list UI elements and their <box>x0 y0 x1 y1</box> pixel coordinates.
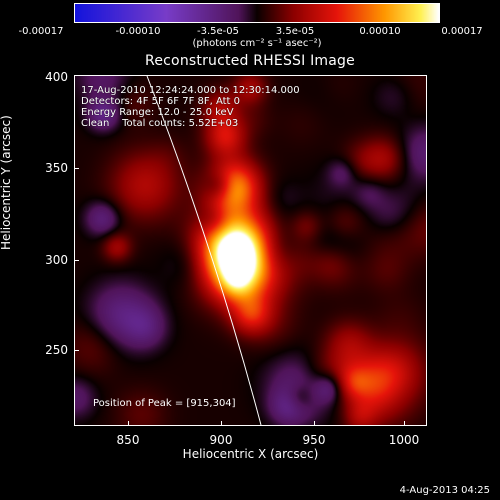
colorbar <box>74 3 440 23</box>
annotation-energy-range: Energy Range: 12.0 - 25.0 keV <box>81 107 234 118</box>
annotation-detectors: Detectors: 4F 5F 6F 7F 8F, Att 0 <box>81 96 241 107</box>
colorbar-tick-2: -0.00010 <box>115 26 161 37</box>
image-plot: 17-Aug-2010 12:24:24.000 to 12:30:14.000… <box>74 75 427 426</box>
y-tickmark-300 <box>74 260 79 261</box>
x-axis-label: Heliocentric X (arcsec) <box>182 447 319 461</box>
colorbar-tick-1: -0.00017 <box>18 26 64 37</box>
x-tick-950: 950 <box>302 433 326 447</box>
solar-limb <box>146 76 262 425</box>
x-tickmark-950 <box>314 421 315 426</box>
x-tick-900: 900 <box>209 433 233 447</box>
y-tick-400: 400 <box>45 70 68 84</box>
annotation-peak-position: Position of Peak = [915,304] <box>93 398 236 409</box>
annotation-clean-counts: Clean Total counts: 5.52E+03 <box>81 118 239 129</box>
colorbar-tick-3: -3.5e-05 <box>197 26 239 37</box>
x-tick-1000: 1000 <box>388 433 420 447</box>
colorbar-tick-6: 0.00017 <box>441 26 483 37</box>
footer-timestamp: 4-Aug-2013 04:25 <box>399 485 490 496</box>
rhessi-image-map <box>75 76 426 425</box>
x-tickmark-1000 <box>404 421 405 426</box>
y-tickmark-250 <box>74 350 79 351</box>
image-title: Reconstructed RHESSI Image <box>145 53 355 69</box>
y-tickmark-350 <box>74 168 79 169</box>
y-tick-300: 300 <box>45 253 68 267</box>
colorbar-unit-label: (photons cm⁻² s⁻¹ asec⁻²) <box>192 38 322 49</box>
x-tickmark-850 <box>128 421 129 426</box>
solar-limb-curve <box>146 76 262 425</box>
annotation-time-range: 17-Aug-2010 12:24:24.000 to 12:30:14.000 <box>81 85 300 96</box>
y-tick-350: 350 <box>45 161 68 175</box>
x-tickmark-900 <box>221 421 222 426</box>
colorbar-tick-5: 0.00010 <box>359 26 401 37</box>
y-axis-label: Heliocentric Y (arcsec) <box>0 115 13 250</box>
colorbar-gradient <box>74 3 440 23</box>
colorbar-tick-4: 3.5e-05 <box>275 26 315 37</box>
y-tick-250: 250 <box>45 343 68 357</box>
x-tick-850: 850 <box>116 433 140 447</box>
